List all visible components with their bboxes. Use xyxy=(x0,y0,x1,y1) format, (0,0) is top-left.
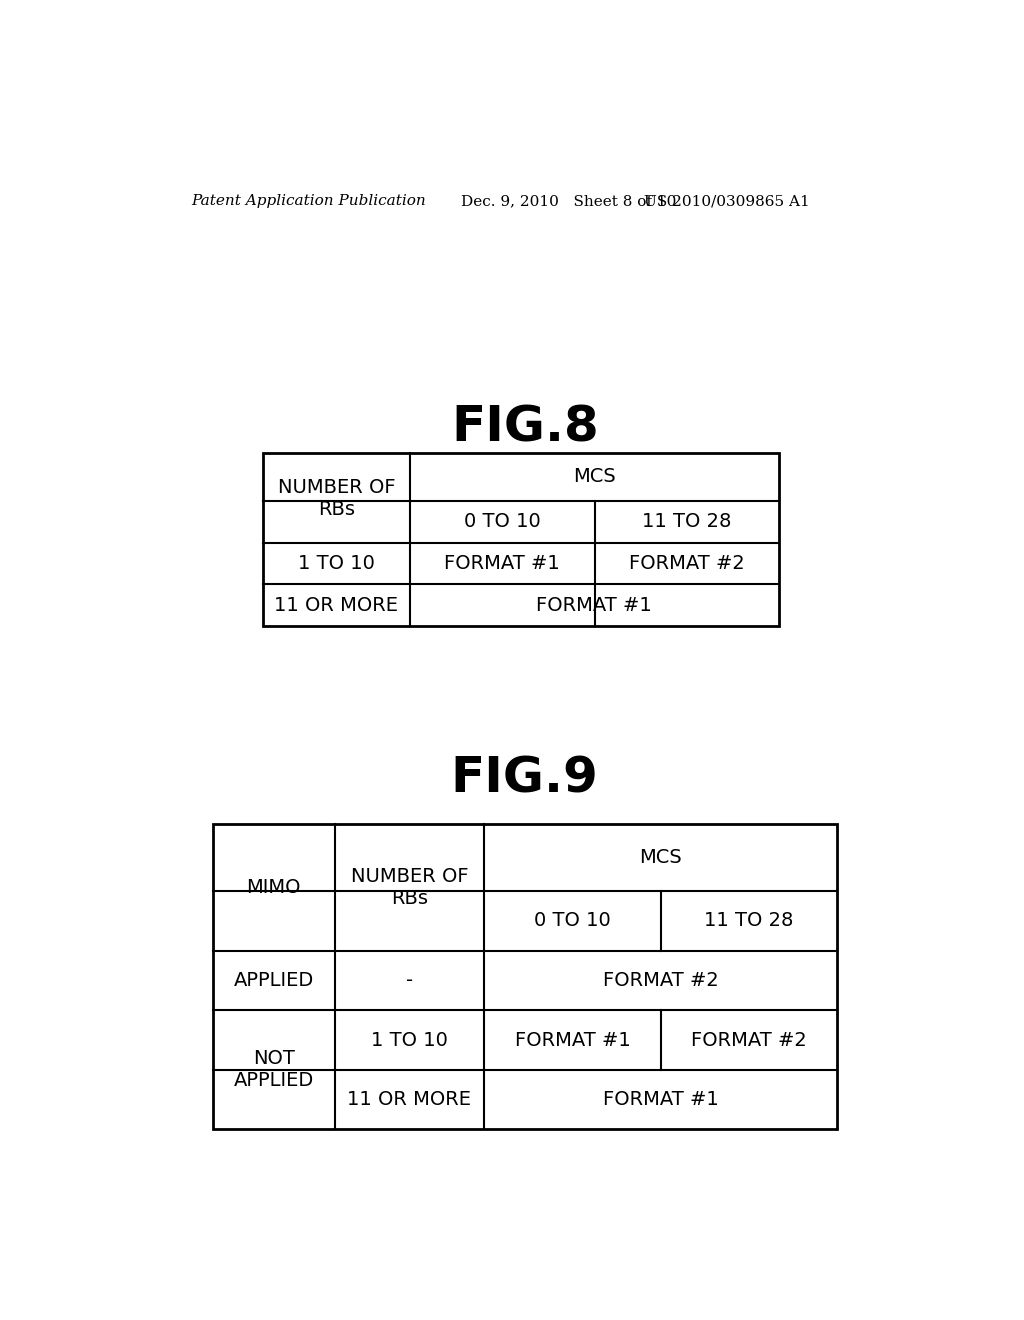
Text: FORMAT #2: FORMAT #2 xyxy=(602,972,719,990)
Text: FIG.9: FIG.9 xyxy=(451,755,599,803)
Text: APPLIED: APPLIED xyxy=(233,972,314,990)
Bar xyxy=(213,824,837,1129)
Text: NUMBER OF
RBs: NUMBER OF RBs xyxy=(350,867,468,908)
Text: -: - xyxy=(406,972,413,990)
Text: 1 TO 10: 1 TO 10 xyxy=(298,554,375,573)
Text: MIMO: MIMO xyxy=(247,878,301,896)
Text: FIG.8: FIG.8 xyxy=(451,404,599,451)
Text: 11 TO 28: 11 TO 28 xyxy=(705,911,794,931)
Text: 11 OR MORE: 11 OR MORE xyxy=(347,1090,471,1109)
Text: NUMBER OF
RBs: NUMBER OF RBs xyxy=(278,478,395,519)
Text: FORMAT #1: FORMAT #1 xyxy=(444,554,560,573)
Bar xyxy=(263,453,778,626)
Text: Patent Application Publication: Patent Application Publication xyxy=(191,194,426,209)
Text: US 2010/0309865 A1: US 2010/0309865 A1 xyxy=(644,194,810,209)
Text: FORMAT #2: FORMAT #2 xyxy=(629,554,744,573)
Text: 1 TO 10: 1 TO 10 xyxy=(371,1031,447,1049)
Text: 0 TO 10: 0 TO 10 xyxy=(464,512,541,532)
Text: Dec. 9, 2010   Sheet 8 of 10: Dec. 9, 2010 Sheet 8 of 10 xyxy=(461,194,677,209)
Text: FORMAT #1: FORMAT #1 xyxy=(515,1031,631,1049)
Text: FORMAT #1: FORMAT #1 xyxy=(537,595,652,615)
Text: MCS: MCS xyxy=(573,467,615,486)
Text: MCS: MCS xyxy=(639,849,682,867)
Text: 0 TO 10: 0 TO 10 xyxy=(535,911,611,931)
Text: 11 TO 28: 11 TO 28 xyxy=(642,512,731,532)
Text: FORMAT #2: FORMAT #2 xyxy=(691,1031,807,1049)
Text: FORMAT #1: FORMAT #1 xyxy=(602,1090,719,1109)
Text: NOT
APPLIED: NOT APPLIED xyxy=(233,1049,314,1090)
Text: 11 OR MORE: 11 OR MORE xyxy=(274,595,398,615)
